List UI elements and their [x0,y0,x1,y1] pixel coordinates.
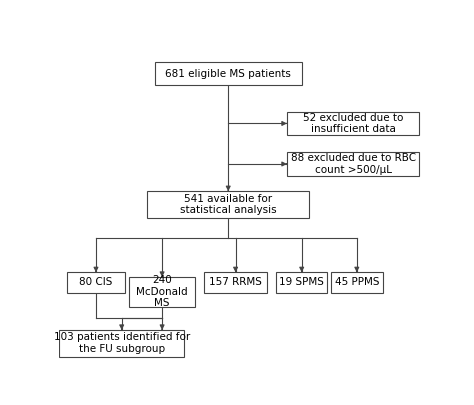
FancyBboxPatch shape [66,272,125,293]
Text: 88 excluded due to RBC
count >500/μL: 88 excluded due to RBC count >500/μL [291,153,416,175]
Text: 52 excluded due to
insufficient data: 52 excluded due to insufficient data [303,113,403,134]
FancyBboxPatch shape [276,272,328,293]
Text: 45 PPMS: 45 PPMS [335,277,379,288]
Text: 157 RRMS: 157 RRMS [209,277,262,288]
Text: 80 CIS: 80 CIS [79,277,113,288]
FancyBboxPatch shape [59,330,184,356]
Text: 681 eligible MS patients: 681 eligible MS patients [165,68,291,79]
Text: 103 patients identified for
the FU subgroup: 103 patients identified for the FU subgr… [54,333,190,354]
FancyBboxPatch shape [155,62,301,85]
Text: 240
McDonald
MS: 240 McDonald MS [137,275,188,309]
FancyBboxPatch shape [287,152,419,176]
Text: 541 available for
statistical analysis: 541 available for statistical analysis [180,194,276,215]
FancyBboxPatch shape [331,272,383,293]
Text: 19 SPMS: 19 SPMS [279,277,324,288]
FancyBboxPatch shape [129,277,195,307]
FancyBboxPatch shape [287,112,419,135]
FancyBboxPatch shape [147,191,309,218]
FancyBboxPatch shape [204,272,267,293]
